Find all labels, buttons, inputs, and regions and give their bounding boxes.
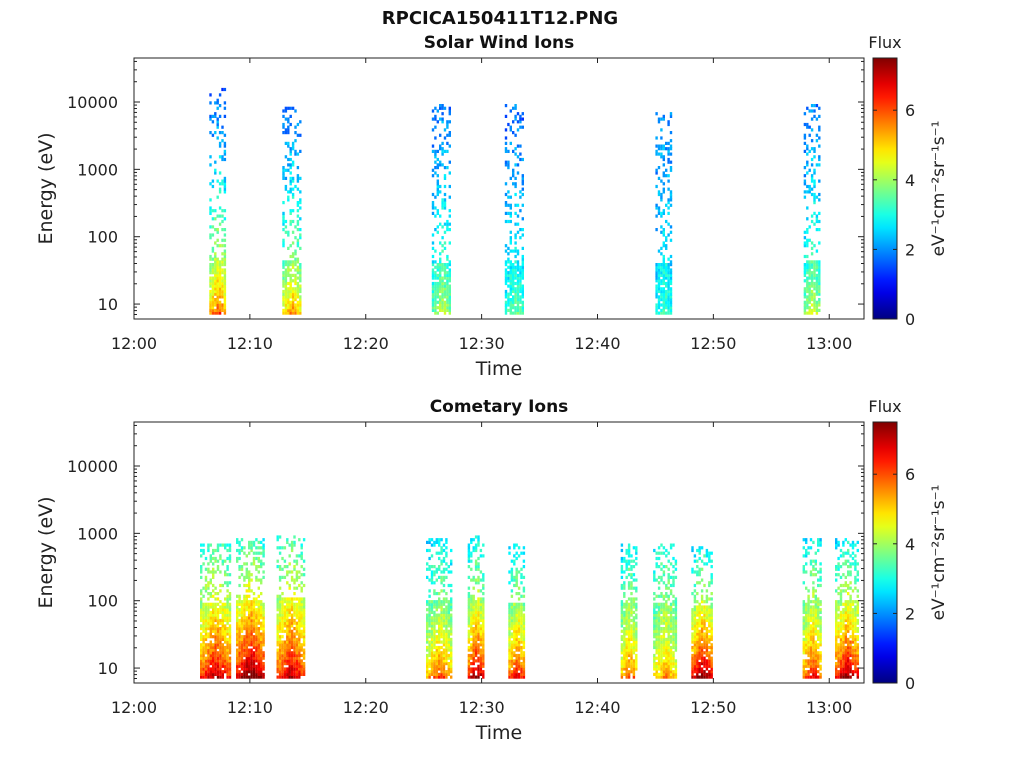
burst-3	[504, 104, 524, 315]
x-tick-label: 12:30	[459, 334, 505, 353]
burst-1	[236, 538, 265, 679]
colorbar-tick-label: 6	[905, 101, 915, 120]
colorbar-title: Flux	[868, 33, 901, 52]
y-axis-label: Energy (eV)	[35, 132, 57, 244]
y-tick-label: 100	[87, 228, 118, 247]
panel-title: Solar Wind Ions	[424, 33, 575, 53]
colorbar-title: Flux	[868, 397, 901, 416]
figure-title: RPCICA150411T12.PNG	[381, 8, 619, 29]
colorbar-units: eV⁻¹cm⁻²sr⁻¹s⁻¹	[929, 121, 949, 257]
spectrogram-cells	[200, 535, 859, 679]
burst-2	[276, 535, 306, 679]
colorbar-gradient	[872, 421, 898, 684]
x-tick-label: 12:40	[574, 698, 620, 717]
colorbar-gradient	[872, 57, 898, 320]
x-tick-label: 12:20	[343, 698, 389, 717]
burst-2	[431, 104, 451, 315]
burst-4	[655, 112, 673, 315]
y-tick-label: 10	[98, 295, 118, 314]
y-tick-label: 1000	[77, 524, 118, 543]
y-tick-label: 1000	[77, 160, 118, 179]
burst-4	[467, 535, 485, 679]
spectrogram-cells	[209, 87, 821, 315]
burst-9	[802, 538, 822, 679]
x-tick-label: 12:40	[574, 334, 620, 353]
colorbar-units: eV⁻¹cm⁻²sr⁻¹s⁻¹	[929, 485, 949, 621]
colorbar-tick-label: 2	[905, 240, 915, 259]
y-axis: 10 100 1000 10000 Energy (eV)	[35, 60, 864, 320]
colorbar-tick-label: 0	[905, 674, 915, 693]
colorbar: 0 2 4 6 Flux eV⁻¹cm⁻²sr⁻¹s⁻¹	[868, 33, 949, 329]
x-tick-label: 12:20	[343, 334, 389, 353]
y-tick-label: 100	[87, 592, 118, 611]
burst-6	[620, 543, 638, 679]
burst-1	[282, 106, 302, 315]
x-tick-label: 12:00	[111, 334, 157, 353]
colorbar: 0 2 4 6 Flux eV⁻¹cm⁻²sr⁻¹s⁻¹	[868, 397, 949, 693]
x-axis-label: Time	[475, 358, 523, 380]
x-axis: 12:00 12:10 12:20 12:30 12:40 12:50 13:00 Time	[111, 58, 852, 380]
plot-frame	[133, 57, 865, 320]
burst-10	[835, 538, 859, 679]
x-tick-label: 12:10	[227, 698, 273, 717]
burst-7	[653, 543, 678, 679]
y-axis: 10 100 1000 10000 Energy (eV)	[35, 424, 864, 684]
plot-frame	[133, 421, 865, 684]
colorbar-tick-label: 4	[905, 171, 915, 190]
y-tick-label: 10000	[67, 457, 118, 476]
x-tick-label: 12:30	[459, 698, 505, 717]
x-axis-label: Time	[475, 722, 523, 744]
colorbar-tick-label: 2	[905, 604, 915, 623]
y-axis-label: Energy (eV)	[35, 496, 57, 608]
x-tick-label: 12:50	[690, 334, 736, 353]
x-tick-label: 12:10	[227, 334, 273, 353]
x-tick-label: 12:50	[690, 698, 736, 717]
burst-5	[803, 104, 821, 315]
burst-0	[209, 87, 227, 315]
y-tick-label: 10	[98, 659, 118, 678]
solar-wind-ions-panel: Solar Wind Ions 12:00 12:10 12:20 12:30 12:40…	[35, 33, 949, 380]
colorbar-tick-label: 4	[905, 535, 915, 554]
panel-title: Cometary Ions	[430, 397, 569, 417]
burst-3	[426, 538, 453, 679]
colorbar-tick-label: 0	[905, 310, 915, 329]
x-axis: 12:00 12:10 12:20 12:30 12:40 12:50 13:00 Time	[111, 422, 852, 744]
x-tick-label: 13:00	[806, 334, 852, 353]
burst-5	[508, 543, 526, 679]
x-tick-label: 12:00	[111, 698, 157, 717]
colorbar-tick-label: 6	[905, 465, 915, 484]
burst-0	[200, 543, 232, 679]
y-tick-label: 10000	[67, 93, 118, 112]
burst-8	[691, 546, 713, 679]
x-tick-label: 13:00	[806, 698, 852, 717]
